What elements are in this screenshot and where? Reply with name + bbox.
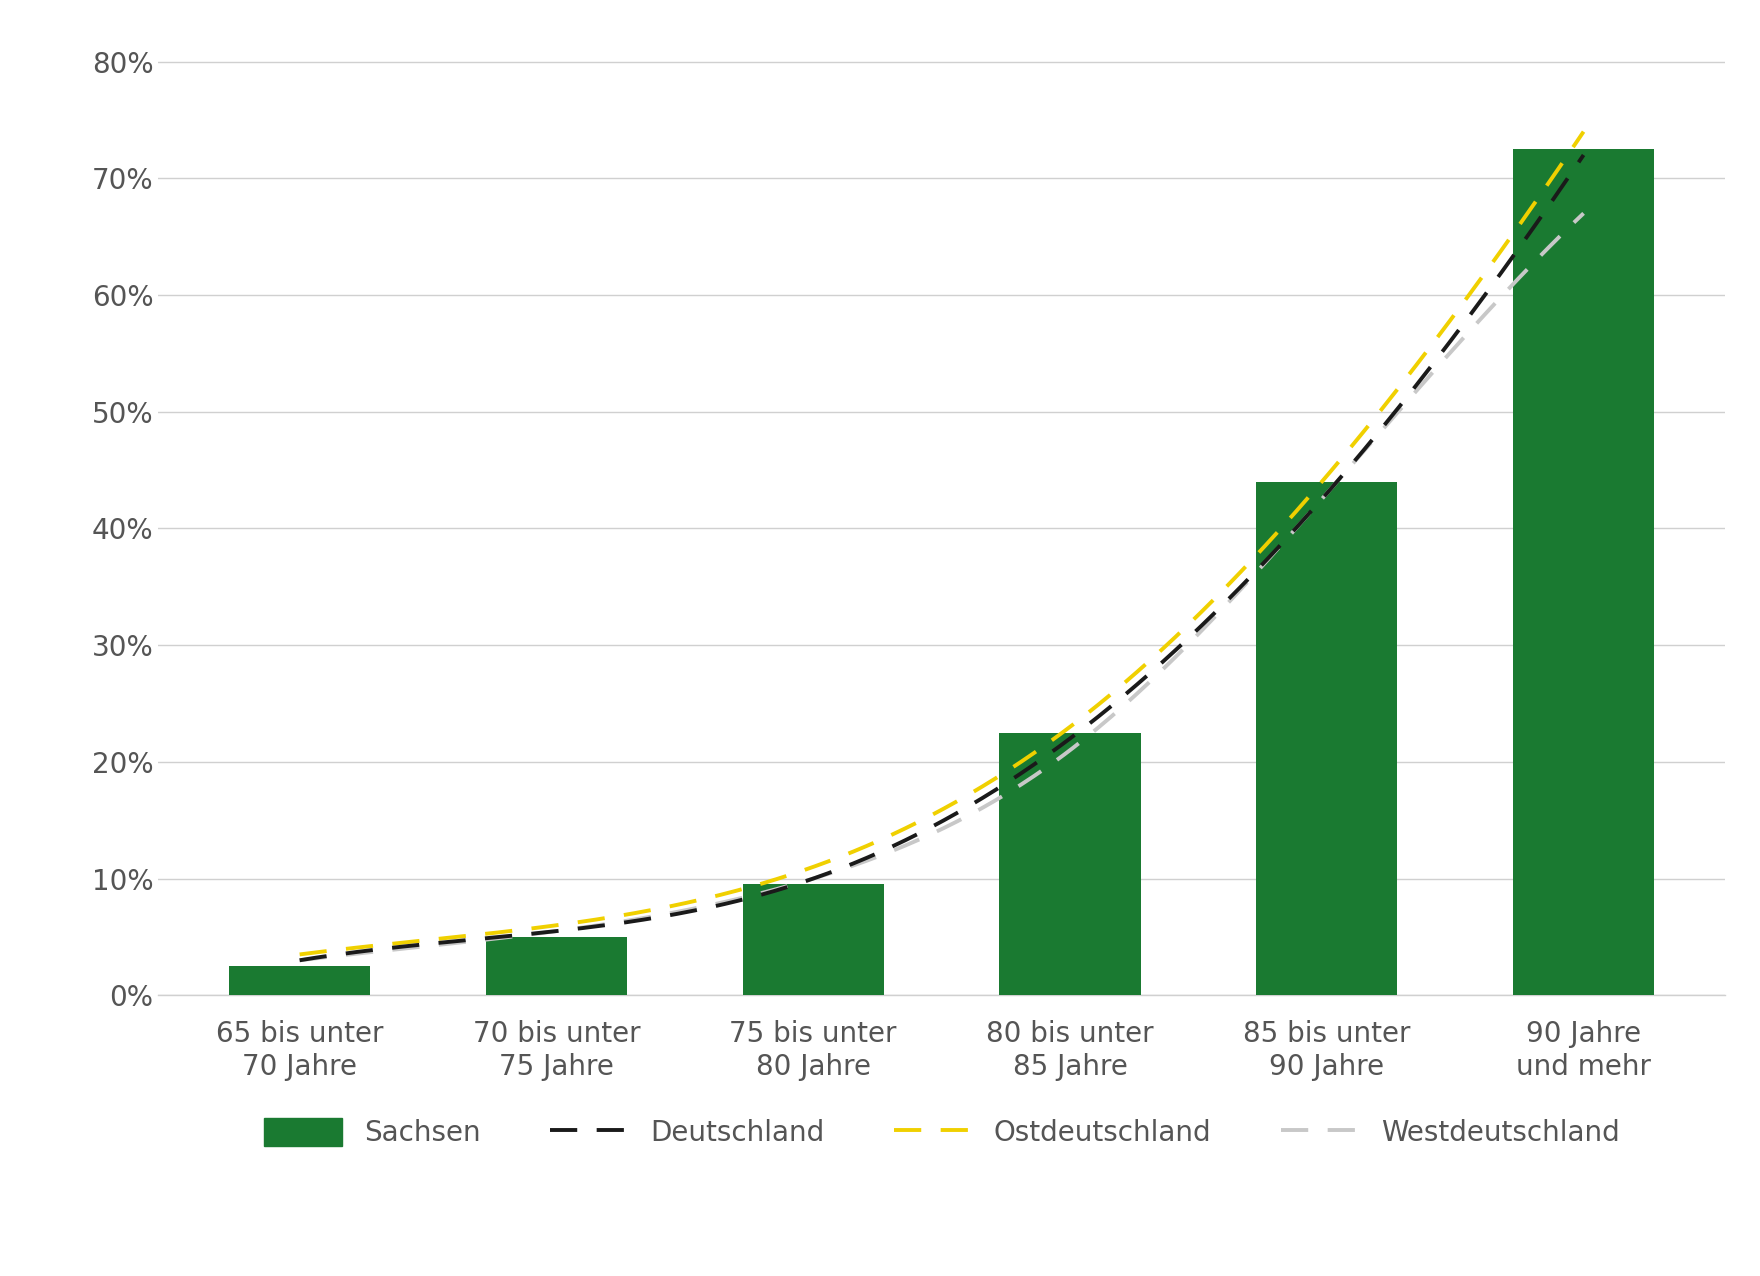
Bar — [1514, 149, 1654, 995]
Bar — [1000, 732, 1140, 995]
Bar — [486, 937, 627, 995]
Bar — [743, 884, 884, 995]
Legend: Sachsen, Deutschland, Ostdeutschland, Westdeutschland: Sachsen, Deutschland, Ostdeutschland, We… — [253, 1106, 1630, 1159]
Bar — [229, 966, 370, 995]
Bar — [1257, 482, 1397, 995]
